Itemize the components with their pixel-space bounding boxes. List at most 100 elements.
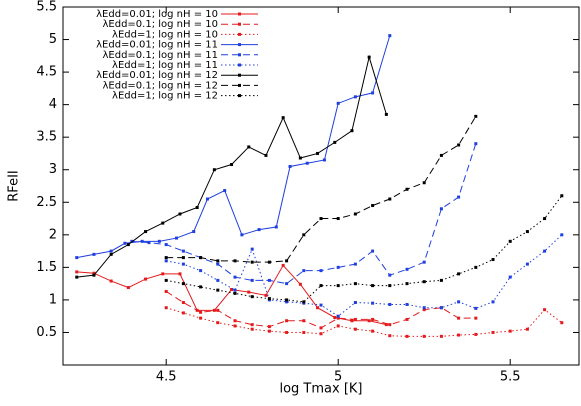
data-point — [164, 243, 168, 247]
data-point — [543, 217, 547, 221]
y-axis-label: RFeII — [7, 170, 22, 201]
data-point — [384, 323, 388, 327]
legend-label: λEdd=0.01; log nH = 11 — [96, 40, 218, 51]
data-point — [298, 156, 302, 160]
legend-marker — [238, 83, 241, 87]
data-point — [233, 259, 237, 263]
data-point — [319, 326, 323, 330]
data-point — [336, 217, 340, 221]
data-point — [161, 272, 165, 276]
data-point — [264, 153, 268, 157]
y-tick-label: 0.5 — [36, 325, 57, 340]
data-point — [250, 278, 254, 282]
series-line — [166, 234, 563, 317]
data-point — [216, 259, 220, 263]
legend-marker — [238, 22, 241, 26]
data-point — [247, 290, 251, 294]
legend-label: λEdd=1; log nH = 10 — [112, 29, 218, 40]
data-point — [302, 269, 306, 273]
data-point — [439, 278, 443, 282]
data-point — [195, 205, 199, 209]
data-point — [230, 287, 234, 291]
series-line — [166, 195, 563, 303]
data-point — [130, 239, 134, 243]
data-point — [543, 308, 547, 312]
data-point — [250, 295, 254, 299]
data-point — [164, 278, 168, 282]
data-point — [353, 262, 357, 266]
data-point — [230, 163, 234, 167]
data-point — [457, 333, 461, 337]
data-point — [140, 239, 144, 243]
data-point — [267, 325, 271, 329]
data-point — [199, 269, 203, 273]
data-point — [474, 306, 478, 310]
data-point — [422, 308, 426, 312]
data-point — [181, 256, 185, 260]
data-point — [336, 316, 340, 320]
data-point — [525, 262, 529, 266]
data-point — [350, 129, 354, 133]
data-point — [508, 239, 512, 243]
legend-marker — [238, 63, 241, 67]
data-point — [161, 221, 165, 225]
legend-label: λEdd=0.01; log nH = 10 — [96, 9, 218, 20]
data-point — [285, 319, 289, 323]
data-point — [371, 317, 375, 321]
legend-label: λEdd=0.1; log nH = 10 — [102, 19, 218, 30]
data-point — [126, 243, 130, 247]
data-point — [109, 252, 113, 256]
data-point — [302, 233, 306, 237]
y-tick-label: 2 — [49, 227, 57, 242]
data-point — [75, 270, 79, 274]
data-point — [525, 230, 529, 234]
data-point — [405, 282, 409, 286]
data-point — [316, 306, 320, 310]
data-point — [199, 285, 203, 289]
data-point — [353, 212, 357, 216]
data-point — [371, 329, 375, 333]
data-point — [388, 284, 392, 288]
legend-marker — [238, 32, 241, 36]
data-point — [216, 262, 220, 266]
data-point — [298, 282, 302, 286]
data-point — [216, 288, 220, 292]
data-point — [333, 315, 337, 319]
data-point — [75, 256, 79, 260]
data-point — [388, 323, 392, 327]
y-tick-label: 5 — [49, 32, 57, 47]
data-point — [388, 334, 392, 338]
data-point — [319, 332, 323, 336]
data-point — [367, 319, 371, 323]
data-point — [199, 310, 203, 314]
data-point — [285, 282, 289, 286]
data-point — [353, 282, 357, 286]
data-point — [212, 308, 216, 312]
data-point — [405, 302, 409, 306]
data-point — [388, 34, 392, 38]
data-point — [250, 247, 254, 251]
data-point — [491, 300, 495, 304]
legend-label: λEdd=0.1; log nH = 12 — [102, 80, 218, 91]
data-point — [491, 258, 495, 262]
data-point — [212, 168, 216, 172]
data-point — [319, 217, 323, 221]
data-point — [422, 260, 426, 264]
data-point — [474, 316, 478, 320]
data-point — [319, 303, 323, 307]
series-line — [131, 143, 477, 285]
data-point — [422, 280, 426, 284]
legend-label: λEdd=0.01; log nH = 12 — [96, 70, 218, 81]
data-point — [371, 249, 375, 253]
series-line — [166, 116, 477, 263]
data-point — [233, 319, 237, 323]
data-point — [144, 230, 148, 234]
data-point — [126, 286, 130, 290]
data-point — [457, 300, 461, 304]
data-point — [319, 284, 323, 288]
data-point — [371, 284, 375, 288]
data-point — [181, 262, 185, 266]
data-point — [267, 278, 271, 282]
data-point — [305, 161, 309, 165]
legend-marker — [238, 94, 241, 98]
